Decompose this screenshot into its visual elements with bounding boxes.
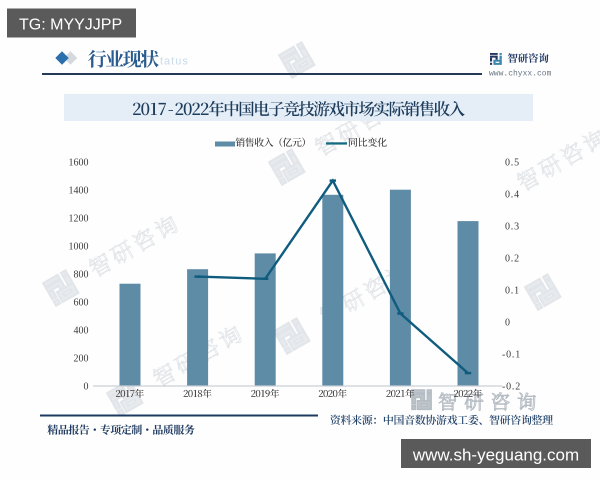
svg-text:1400: 1400 [69,186,89,197]
svg-text:200: 200 [74,354,89,365]
svg-text:800: 800 [74,270,89,281]
svg-text:www.chyxx.com: www.chyxx.com [489,70,552,79]
svg-text:1000: 1000 [69,242,89,253]
svg-text:tatus: tatus [160,56,189,68]
svg-text:0: 0 [84,382,89,393]
svg-text:TG: MYYJJPP: TG: MYYJJPP [19,17,122,34]
svg-text:0.2: 0.2 [505,254,520,265]
svg-text:600: 600 [74,298,89,309]
svg-text:0.1: 0.1 [505,286,520,297]
svg-text:www.sh-yeguang.com: www.sh-yeguang.com [412,446,579,465]
svg-text:-0.1: -0.1 [502,350,521,361]
svg-text:1200: 1200 [69,214,89,225]
svg-text:0: 0 [505,318,511,329]
svg-text:-0.2: -0.2 [502,382,521,393]
svg-text:0.5: 0.5 [505,158,520,169]
svg-text:1600: 1600 [69,158,89,169]
svg-text:0.4: 0.4 [505,190,520,201]
svg-text:0.3: 0.3 [505,222,520,233]
svg-text:400: 400 [74,326,89,337]
